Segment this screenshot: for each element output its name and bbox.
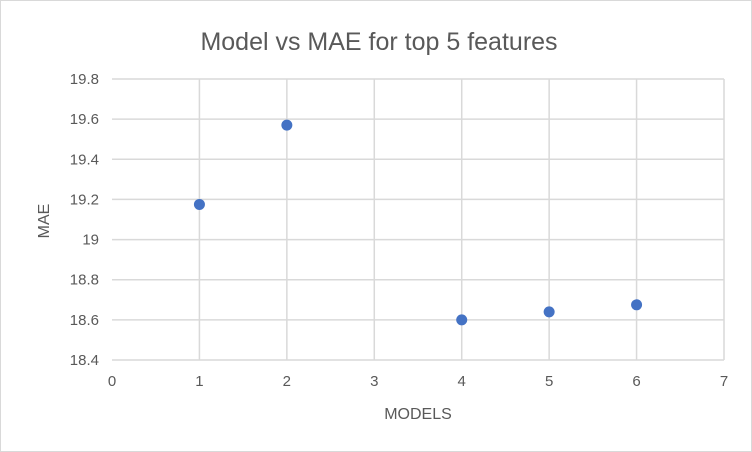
y-axis-tick-labels: 18.4 18.6 18.8 19 19.2 19.4 19.6 19.8 (70, 71, 99, 369)
x-tick-label: 1 (195, 373, 203, 390)
chart-title: Model vs MAE for top 5 features (200, 28, 557, 56)
y-tick-label: 18.8 (70, 272, 99, 289)
y-tick-label: 18.6 (70, 312, 99, 329)
x-tick-label: 3 (370, 373, 378, 390)
horizontal-gridlines (112, 78, 724, 361)
y-tick-label: 19.8 (70, 71, 99, 88)
x-axis-tick-labels: 0 1 2 3 4 5 6 7 (108, 373, 728, 390)
y-tick-label: 18.4 (70, 352, 99, 369)
data-point (456, 314, 468, 326)
y-tick-label: 19 (82, 232, 99, 249)
data-point (543, 306, 555, 318)
y-tick-label: 19.4 (70, 151, 99, 168)
y-tick-label: 19.6 (70, 111, 99, 128)
data-point (631, 299, 643, 311)
x-tick-label: 6 (632, 373, 640, 390)
data-points (193, 119, 643, 326)
x-tick-label: 2 (283, 373, 291, 390)
x-tick-label: 5 (545, 373, 553, 390)
y-axis-title: MAE (36, 204, 53, 239)
data-point (281, 119, 293, 131)
x-tick-label: 7 (720, 373, 728, 390)
data-point (193, 198, 205, 210)
x-tick-label: 4 (458, 373, 466, 390)
x-tick-label: 0 (108, 373, 116, 390)
y-tick-label: 19.2 (70, 191, 99, 208)
x-axis-title: MODELS (384, 406, 452, 423)
